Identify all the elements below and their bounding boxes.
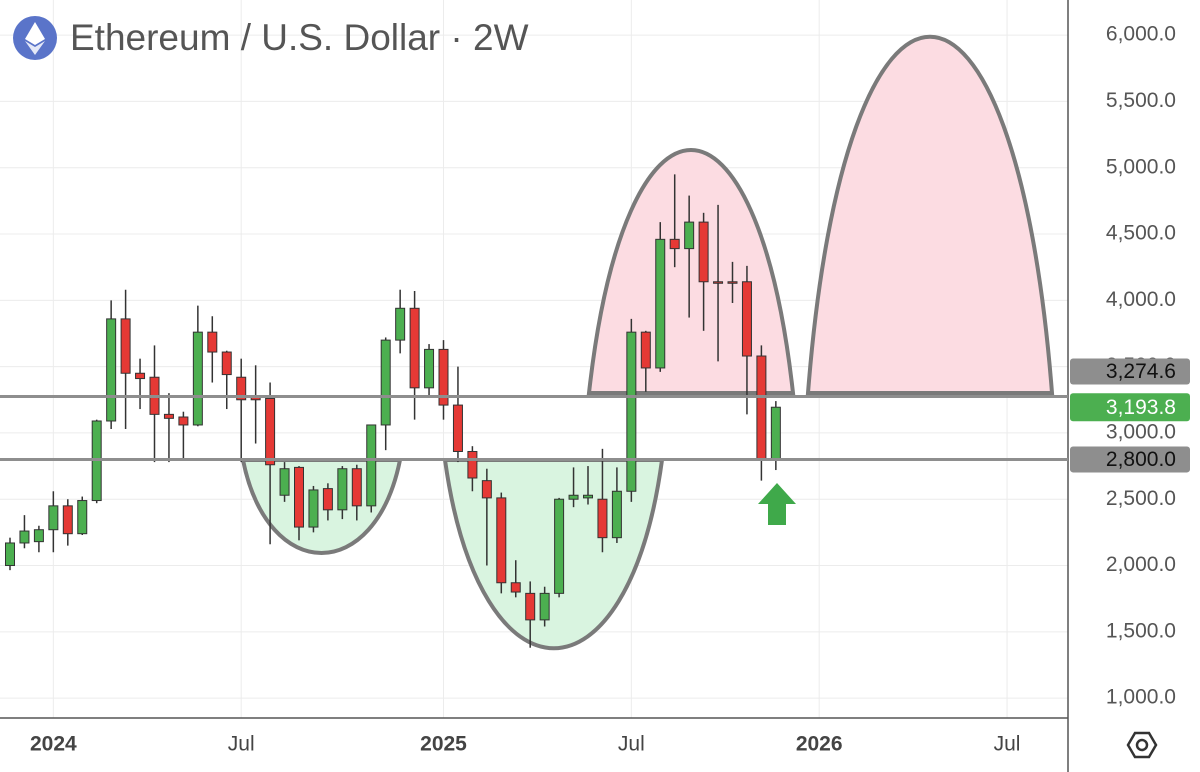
candle-body (366, 424, 377, 507)
candle-body (62, 505, 73, 535)
candle-body (713, 281, 724, 284)
candle-body (178, 416, 189, 426)
candle-body (48, 505, 59, 531)
candle-body (322, 488, 333, 511)
y-tick-label: 4,000.0 (1106, 288, 1176, 311)
candle-body (510, 582, 521, 593)
candle-body (611, 490, 622, 539)
candle-body (192, 331, 203, 426)
candle-body (727, 281, 738, 284)
y-tick-label: 5,000.0 (1106, 155, 1176, 178)
candle-body (438, 348, 449, 406)
candle-body (640, 331, 651, 369)
price-line-label: 2,800.0 (1106, 448, 1176, 471)
y-tick-label: 1,500.0 (1106, 619, 1176, 642)
candle-body (395, 307, 406, 341)
y-tick-label: 6,000.0 (1106, 23, 1176, 46)
eth-icon-shape (25, 22, 45, 45)
candle-body (481, 480, 492, 499)
candle-body (554, 498, 565, 594)
candle-body (452, 404, 463, 452)
y-tick-label: 5,500.0 (1106, 89, 1176, 112)
y-tick-label: 4,500.0 (1106, 222, 1176, 245)
price-line-label-bg (1070, 446, 1190, 473)
candle-body (221, 351, 232, 376)
candle-body (496, 497, 507, 584)
cup-shape (240, 458, 403, 555)
candle-body (207, 331, 218, 353)
price-line-label: 3,274.6 (1106, 360, 1176, 383)
candle-body (424, 348, 435, 389)
chart-title: Ethereum / U.S. Dollar · 2W (70, 17, 529, 58)
candle-body (279, 468, 290, 496)
candle-body (539, 592, 550, 621)
y-tick-label: 2,000.0 (1106, 553, 1176, 576)
x-tick-label: Jul (618, 733, 645, 756)
last-price-bg (1070, 393, 1190, 422)
candle-body (626, 331, 637, 492)
last-price-label: 3,193.8 (1106, 396, 1176, 419)
candle-body (583, 494, 593, 499)
y-tick-label: 3,000.0 (1106, 420, 1176, 443)
x-tick-label: 2026 (796, 733, 843, 756)
candle-body (337, 468, 348, 511)
y-tick-label: 2,500.0 (1106, 487, 1176, 510)
settings-icon (1135, 738, 1149, 752)
candle-body (568, 494, 579, 500)
x-tick-label: Jul (994, 733, 1021, 756)
price-line-label-bg (1070, 358, 1190, 385)
y-tick-label: 1,000.0 (1106, 686, 1176, 709)
candle-body (236, 376, 247, 401)
candle-body (294, 466, 304, 528)
candle-body (77, 500, 88, 535)
cap-shape (805, 34, 1055, 395)
candle-body (409, 307, 420, 389)
candle-body (351, 468, 362, 507)
candle-body (33, 529, 44, 543)
candle-body (308, 489, 319, 528)
settings-button[interactable] (1126, 731, 1158, 759)
eth-icon-shape (25, 41, 45, 55)
candle-body (19, 530, 30, 544)
x-tick-label: Jul (228, 733, 255, 756)
candle-body (120, 318, 131, 374)
candle-body (106, 318, 117, 422)
candle-body (669, 238, 680, 250)
up-arrow (758, 483, 796, 525)
candle-body (698, 221, 709, 283)
candle-body (756, 355, 767, 460)
candle-body (380, 339, 391, 426)
candle-body (741, 281, 752, 357)
candle-body (5, 542, 15, 567)
candle-body (525, 592, 536, 621)
candle-body (655, 238, 666, 369)
candles (5, 174, 781, 648)
candle-body (467, 450, 478, 479)
x-tick-label: 2024 (30, 733, 77, 756)
candle-body (597, 498, 608, 539)
candle-body (770, 406, 781, 460)
candle-body (135, 372, 146, 380)
x-tick-label: 2025 (420, 733, 467, 756)
title-bar: Ethereum / U.S. Dollar · 2W (13, 16, 529, 60)
candle-body (684, 221, 695, 250)
candle-body (265, 397, 276, 466)
candle-body (163, 413, 174, 419)
